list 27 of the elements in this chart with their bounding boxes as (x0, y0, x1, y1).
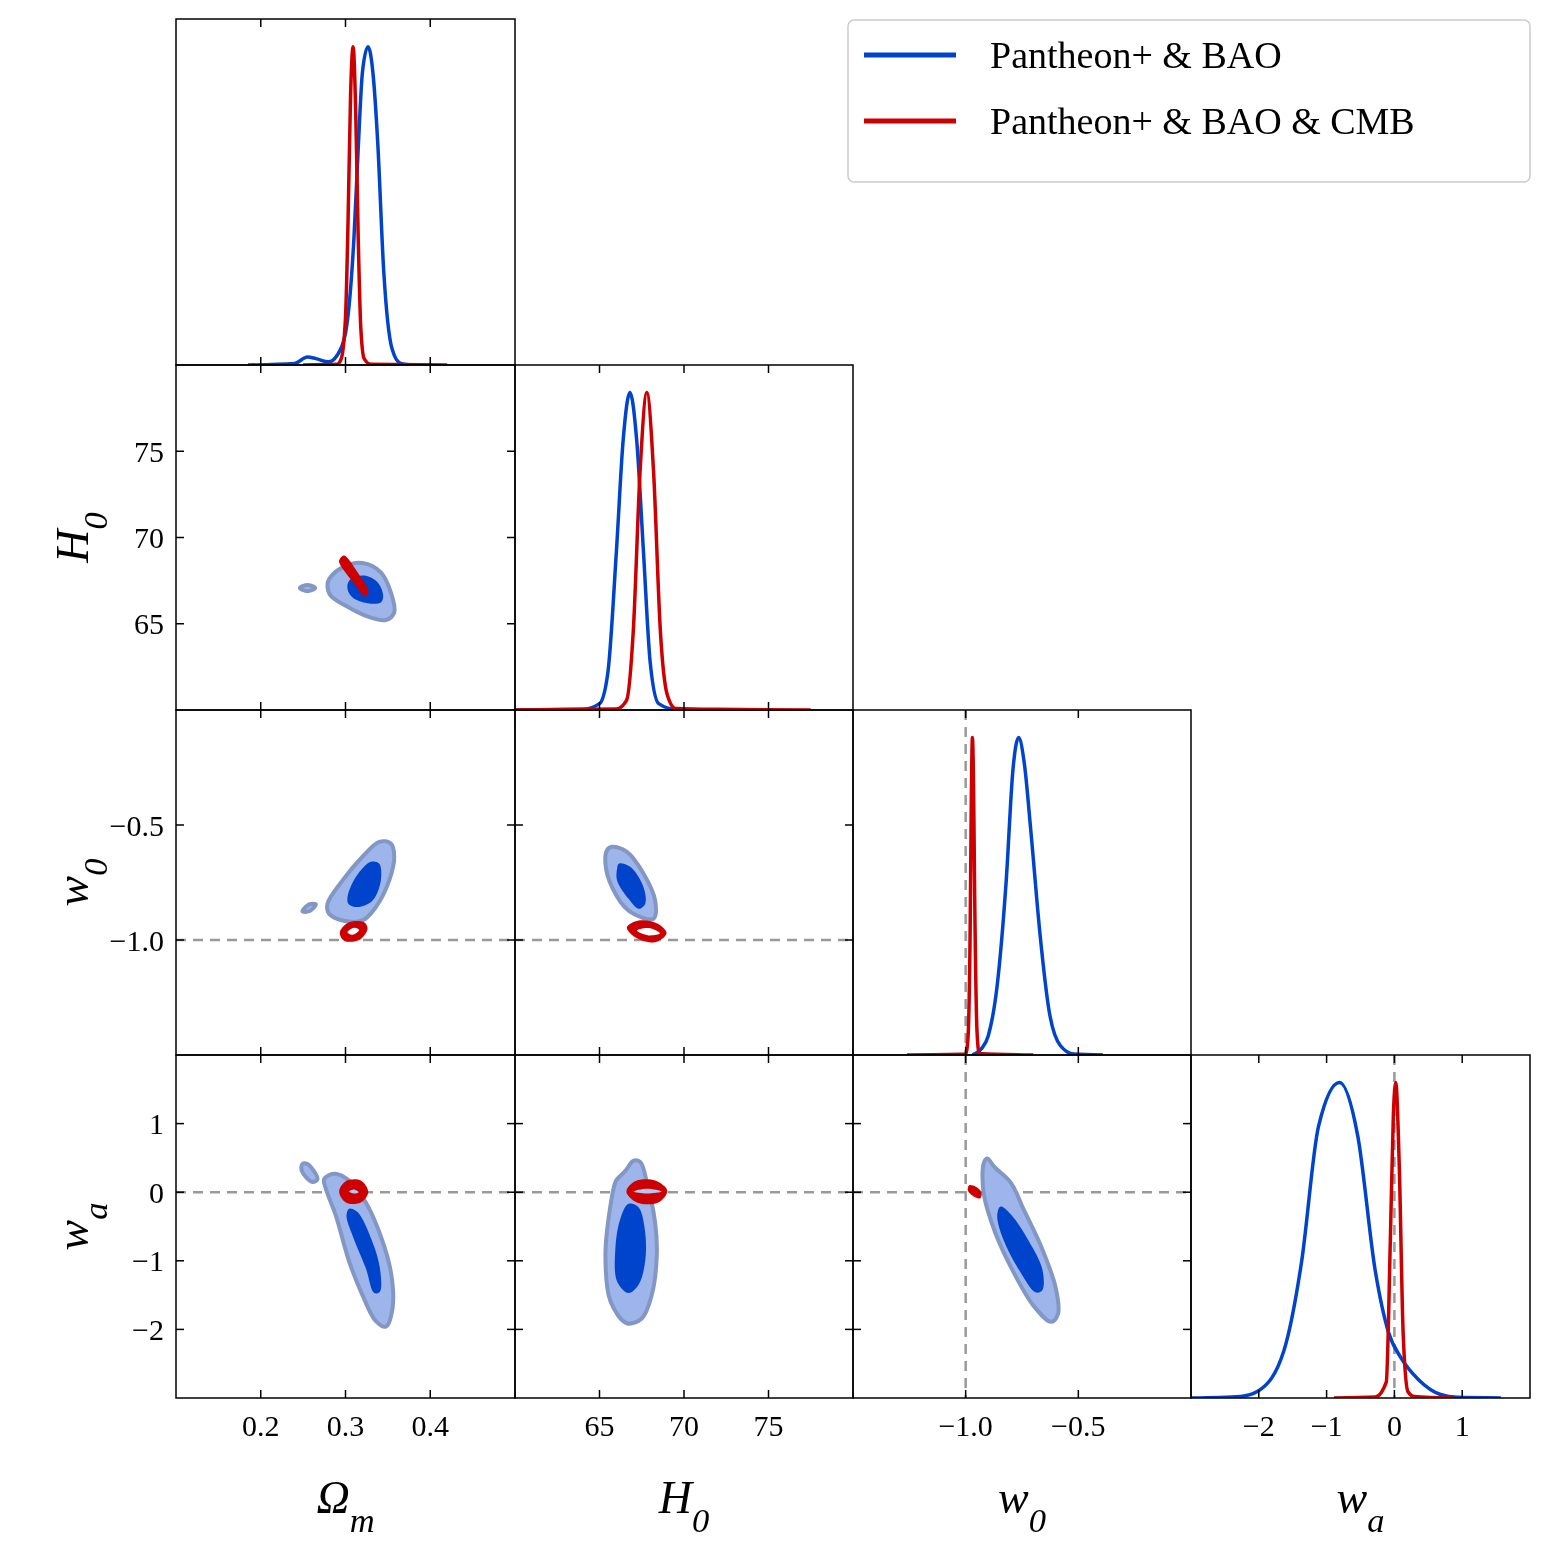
y-tick-label: 65 (134, 607, 164, 641)
legend-label: Pantheon+ & BAO & CMB (990, 100, 1415, 143)
y-tick-label: −2 (132, 1312, 164, 1346)
x-tick-label: 0.4 (411, 1409, 449, 1442)
x-tick-label: 0.3 (326, 1409, 365, 1442)
x-tick-label: 65 (584, 1409, 615, 1442)
y-tick-label: −0.5 (109, 808, 164, 842)
x-tick-label: −2 (1242, 1409, 1275, 1442)
y-tick-label: −1 (132, 1244, 164, 1278)
y-tick-label: 75 (134, 434, 164, 468)
x-tick-label: −1.0 (938, 1409, 993, 1442)
x-tick-label: −1 (1310, 1409, 1343, 1442)
x-axis-title: w$_{a}$ (1336, 1472, 1385, 1539)
x-tick-label: 0.2 (242, 1409, 280, 1442)
y-tick-label: 1 (149, 1107, 164, 1141)
legend-label: Pantheon+ & BAO (990, 34, 1282, 77)
x-tick-label: 75 (753, 1409, 784, 1442)
x-tick-label: 1 (1454, 1409, 1470, 1442)
y-tick-label: 0 (149, 1175, 164, 1209)
x-axis-title: w$_{0}$ (998, 1472, 1046, 1539)
x-axis-title: Ω$_{m}$ (316, 1472, 375, 1539)
x-tick-label: 0 (1386, 1409, 1402, 1442)
x-axis-title: H$_{0}$ (657, 1472, 710, 1539)
x-tick-label: −0.5 (1051, 1409, 1106, 1442)
y-tick-label: −1.0 (109, 923, 164, 957)
y-tick-label: 70 (134, 521, 164, 554)
x-tick-label: 70 (669, 1409, 699, 1442)
